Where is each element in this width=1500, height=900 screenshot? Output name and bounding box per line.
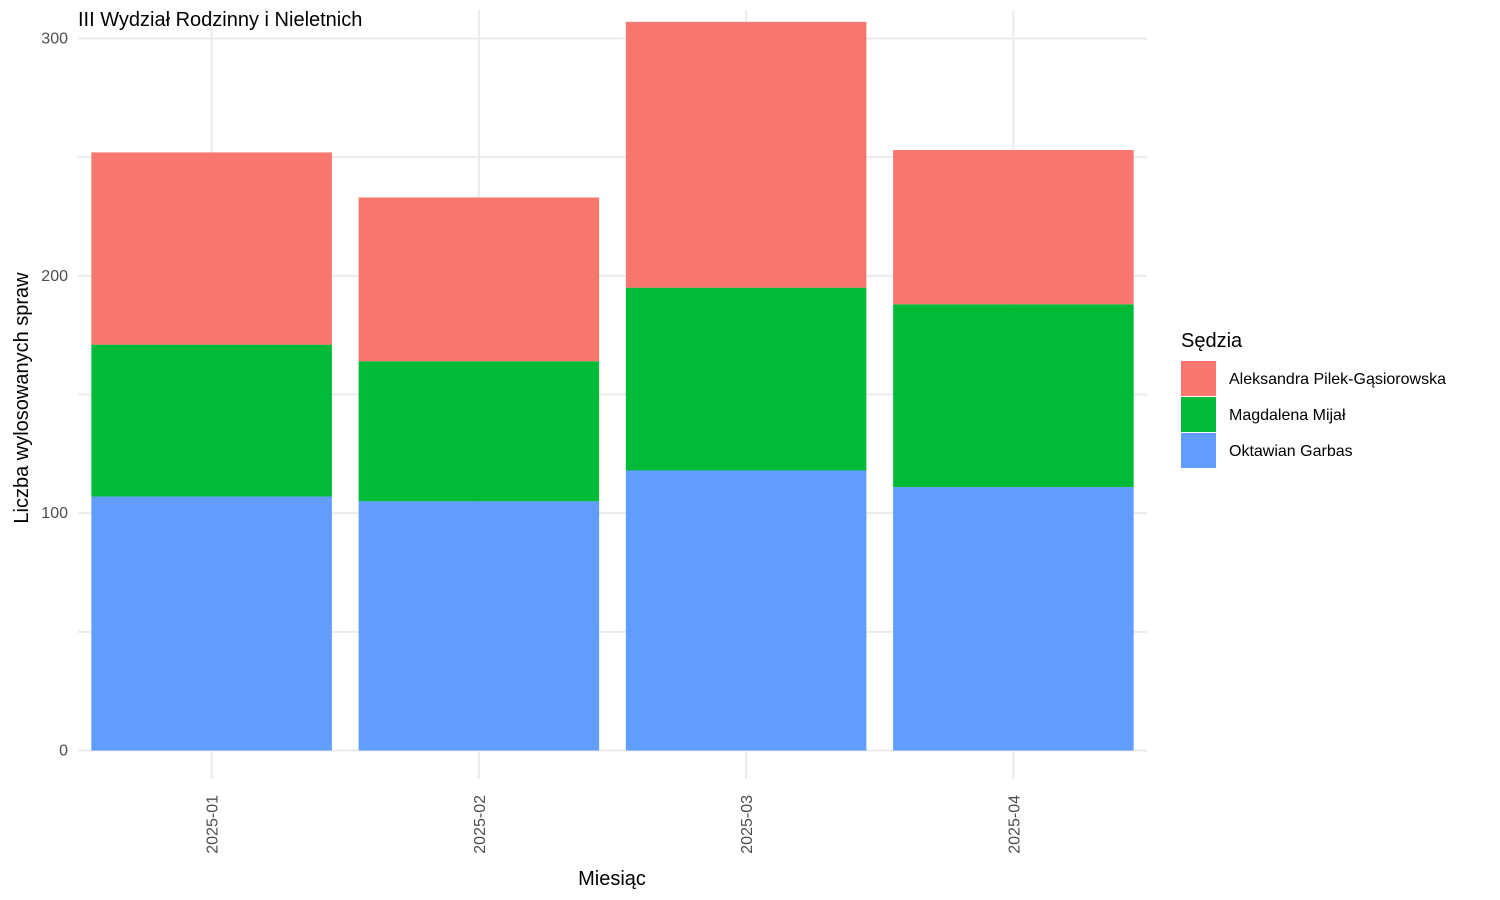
bar-segment — [91, 344, 332, 497]
legend-swatch — [1181, 397, 1216, 432]
legend: Sędzia Aleksandra Pilek-Gąsiorowska Magda… — [1181, 330, 1446, 468]
chart-title: III Wydział Rodzinny i Nieletnich — [78, 9, 362, 31]
bar-segment — [358, 361, 600, 502]
bar-segment — [358, 501, 600, 751]
bar-segment — [893, 150, 1134, 305]
x-axis-title: Miesiąc — [578, 868, 646, 890]
bars-layer — [91, 21, 1134, 751]
bar-segment — [91, 496, 332, 751]
y-tick-label: 200 — [41, 268, 68, 285]
ticks-layer: 0 100 200 300 2025-01 2025-02 2025-03 2025-04 — [41, 30, 1023, 853]
legend-swatch — [1181, 433, 1216, 468]
legend-swatch — [1181, 361, 1216, 396]
bar-segment — [625, 287, 867, 471]
bar-segment — [893, 487, 1134, 751]
y-tick-label: 0 — [59, 743, 68, 760]
legend-items: Aleksandra Pilek-Gąsiorowska Magdalena Mi… — [1181, 361, 1446, 468]
x-tick-label: 2025-03 — [739, 795, 756, 854]
y-axis-title: Liczba wylosowanych spraw — [11, 272, 33, 524]
y-tick-label: 300 — [41, 30, 68, 47]
bar-segment — [91, 152, 332, 345]
legend-label: Magdalena Mijał — [1229, 407, 1346, 424]
bar-segment — [358, 197, 600, 362]
legend-title: Sędzia — [1181, 330, 1243, 352]
legend-label: Aleksandra Pilek-Gąsiorowska — [1229, 371, 1446, 388]
bar-segment — [893, 304, 1134, 488]
bar-segment — [625, 470, 867, 751]
x-tick-label: 2025-02 — [472, 795, 489, 854]
y-tick-label: 100 — [41, 505, 68, 522]
legend-label: Oktawian Garbas — [1229, 443, 1353, 460]
bar-segment — [625, 21, 867, 288]
x-tick-label: 2025-01 — [205, 795, 222, 854]
x-tick-label: 2025-04 — [1006, 795, 1023, 854]
